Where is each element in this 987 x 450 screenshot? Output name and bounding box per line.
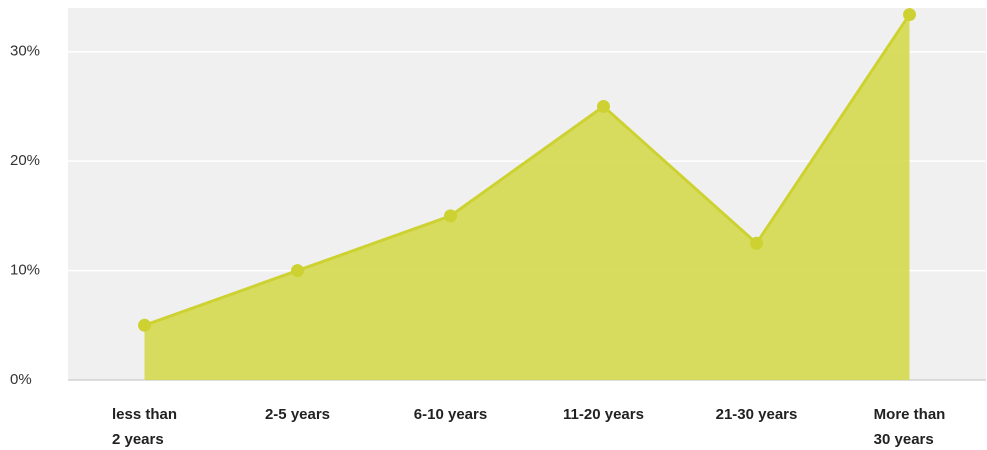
point bbox=[291, 264, 304, 278]
point bbox=[750, 236, 763, 250]
y-tick-label: 10% bbox=[10, 262, 40, 279]
line bbox=[143, 13, 911, 327]
x-tick-label: less than 2 years bbox=[111, 406, 178, 448]
y-tick-label: 20% bbox=[10, 152, 40, 169]
point bbox=[444, 209, 457, 223]
x-tick-label: 6-10 years bbox=[413, 406, 488, 423]
point bbox=[597, 99, 610, 113]
point bbox=[138, 318, 151, 332]
x-tick-label: 2-5 years bbox=[264, 406, 331, 423]
x-tick-label: 11-20 years bbox=[563, 406, 644, 423]
point bbox=[903, 8, 916, 22]
x-tick-label: 21-30 years bbox=[715, 406, 798, 423]
y-tick-label: 30% bbox=[10, 43, 40, 60]
y-tick-label: 0% bbox=[10, 371, 32, 388]
area bbox=[144, 14, 910, 381]
x-tick-label: More than 30 years bbox=[873, 406, 946, 448]
